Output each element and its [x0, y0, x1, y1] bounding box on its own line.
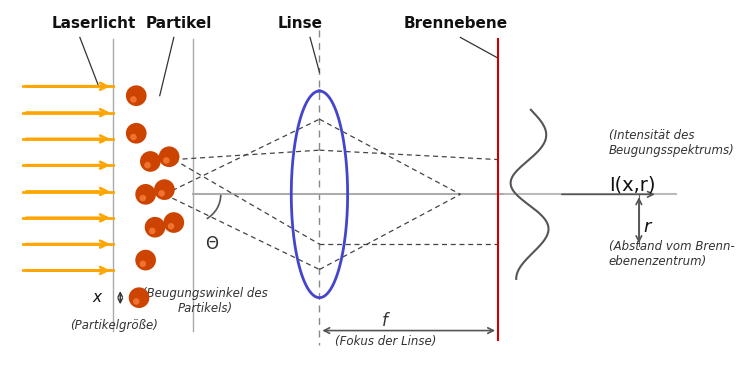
Circle shape: [130, 134, 136, 140]
Text: (Fokus der Linse): (Fokus der Linse): [334, 335, 436, 348]
Circle shape: [168, 223, 174, 230]
Text: Brennebene: Brennebene: [404, 16, 508, 31]
Text: I(x,r): I(x,r): [609, 176, 656, 194]
Circle shape: [140, 261, 146, 267]
Circle shape: [135, 250, 156, 270]
Circle shape: [135, 184, 156, 205]
Circle shape: [144, 162, 151, 169]
Circle shape: [154, 179, 175, 200]
Text: Laserlicht: Laserlicht: [52, 16, 136, 31]
Circle shape: [149, 228, 155, 234]
Text: f: f: [382, 312, 388, 330]
Text: r: r: [644, 218, 651, 236]
Circle shape: [126, 85, 146, 106]
Text: x: x: [92, 290, 101, 305]
Circle shape: [140, 151, 160, 172]
Text: Linse: Linse: [278, 16, 322, 31]
Circle shape: [130, 96, 136, 103]
Circle shape: [140, 195, 146, 201]
Text: (Abstand vom Brenn-
ebenenzentrum): (Abstand vom Brenn- ebenenzentrum): [609, 240, 734, 268]
Text: (Beugungswinkel des
Partikels): (Beugungswinkel des Partikels): [142, 287, 268, 315]
Circle shape: [158, 190, 165, 197]
Text: (Partikelgröße): (Partikelgröße): [70, 319, 158, 332]
Circle shape: [164, 212, 184, 233]
Text: Partikel: Partikel: [146, 16, 212, 31]
Text: Θ: Θ: [205, 235, 218, 253]
Circle shape: [145, 217, 165, 238]
Circle shape: [163, 157, 170, 164]
Circle shape: [126, 123, 146, 144]
Circle shape: [133, 298, 140, 305]
Circle shape: [159, 146, 179, 167]
Circle shape: [129, 287, 149, 308]
Text: (Intensität des
Beugungsspektrums): (Intensität des Beugungsspektrums): [609, 129, 734, 157]
